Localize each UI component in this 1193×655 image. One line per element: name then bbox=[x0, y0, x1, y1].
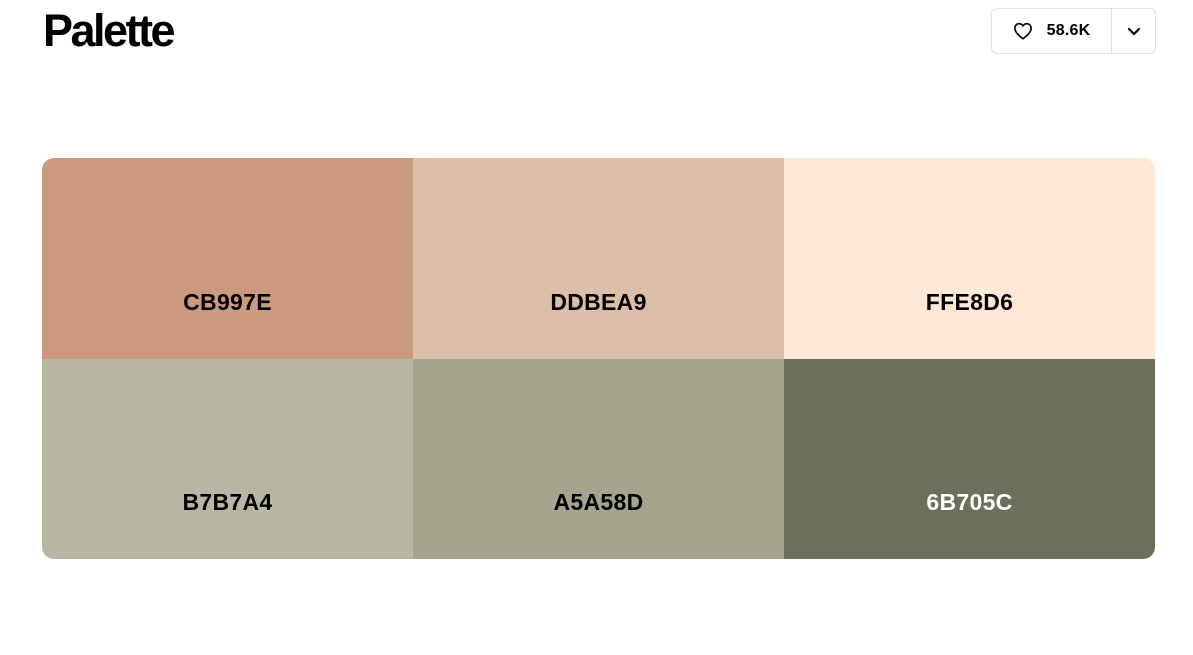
color-swatch[interactable]: 6B705C bbox=[784, 359, 1155, 559]
color-swatch[interactable]: FFE8D6 bbox=[784, 158, 1155, 359]
color-hex-label: 6B705C bbox=[926, 489, 1013, 515]
color-hex-label: A5A58D bbox=[553, 489, 644, 515]
like-count: 58.6K bbox=[1046, 22, 1091, 39]
heart-icon bbox=[1013, 22, 1033, 40]
color-palette: CB997E DDBEA9 FFE8D6 B7B7A4 A5A58D 6B705… bbox=[42, 158, 1155, 559]
color-hex-label: CB997E bbox=[183, 289, 272, 315]
like-button-group: 58.6K bbox=[991, 8, 1156, 54]
color-hex-label: DDBEA9 bbox=[550, 289, 647, 315]
color-swatch[interactable]: A5A58D bbox=[413, 359, 784, 559]
color-swatch[interactable]: B7B7A4 bbox=[42, 359, 413, 559]
chevron-down-icon bbox=[1127, 27, 1141, 36]
color-hex-label: B7B7A4 bbox=[182, 489, 273, 515]
color-swatch[interactable]: CB997E bbox=[42, 158, 413, 359]
color-swatch[interactable]: DDBEA9 bbox=[413, 158, 784, 359]
page-title: Palette bbox=[43, 5, 176, 56]
more-options-button[interactable] bbox=[1112, 9, 1155, 53]
color-hex-label: FFE8D6 bbox=[925, 289, 1014, 315]
like-button[interactable]: 58.6K bbox=[992, 9, 1112, 53]
